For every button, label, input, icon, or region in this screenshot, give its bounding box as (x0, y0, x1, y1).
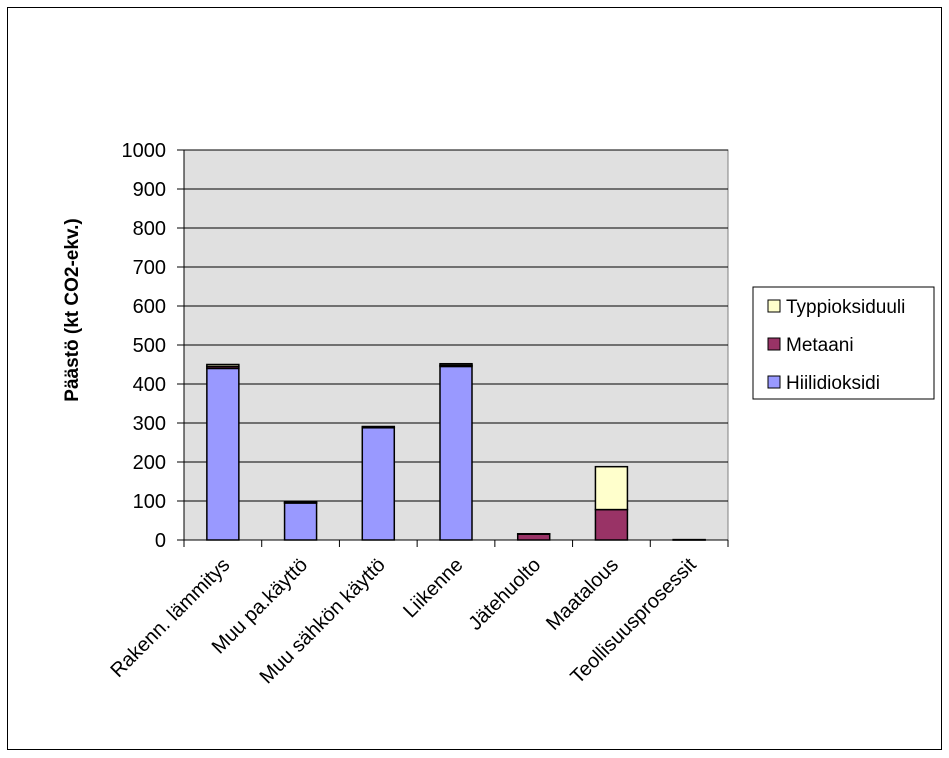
bar-hiilidioksidi-0 (206, 367, 240, 541)
y-tick-label: 200 (133, 452, 166, 474)
bar-typpioksiduuli-2 (361, 425, 396, 429)
y-tick-labels: 0 100 200 300 400 500 600 700 800 900 1000 (122, 140, 167, 552)
y-tick-label: 600 (133, 296, 166, 318)
y-tick-label: 400 (133, 374, 166, 396)
legend-label-hiilidioksidi: Hiilidioksidi (786, 373, 880, 394)
y-tick-label: 100 (133, 491, 166, 513)
axes (177, 149, 729, 547)
x-tick-label: Jätehuolto (464, 554, 545, 635)
y-tick-label: 900 (133, 179, 166, 201)
legend: Typpioksiduuli Metaani Hiilidioksidi (752, 286, 935, 400)
legend-label-typpioksiduuli: Typpioksiduuli (786, 297, 905, 318)
y-axis-title: Päästö (kt CO2-ekv.) (62, 218, 83, 401)
bar-hiilidioksidi-3 (439, 365, 473, 541)
bar-hiilidioksidi-1 (283, 502, 318, 541)
bar-metaani-4 (516, 533, 551, 541)
y-tick-label: 700 (133, 257, 166, 279)
legend-label-metaani: Metaani (786, 335, 854, 356)
bar-typpioksiduuli-1 (283, 501, 318, 504)
y-tick-label: 300 (133, 413, 166, 435)
legend-box (752, 286, 935, 400)
y-tick-label: 0 (155, 530, 166, 552)
bar-hiilidioksidi-2 (361, 426, 396, 541)
x-tick-label: Maatalous (542, 554, 623, 635)
bar-metaani-5 (594, 508, 629, 541)
bar-typpioksiduuli-4 (516, 533, 551, 536)
legend-swatch-metaani (767, 337, 781, 351)
bar-typpioksiduuli-3 (439, 362, 473, 367)
x-tick-label: Rakenn. lämmitys (106, 554, 234, 682)
bar-typpioksiduuli-0 (206, 363, 240, 368)
y-tick-label: 1000 (122, 140, 167, 162)
x-tick-label: Liikenne (399, 554, 467, 622)
y-tick-label: 500 (133, 335, 166, 357)
y-tick-label: 800 (133, 218, 166, 240)
legend-swatch-hiilidioksidi (767, 375, 781, 389)
bar-typpioksiduuli-5 (594, 465, 629, 511)
legend-swatch-typpioksiduuli (767, 299, 781, 313)
